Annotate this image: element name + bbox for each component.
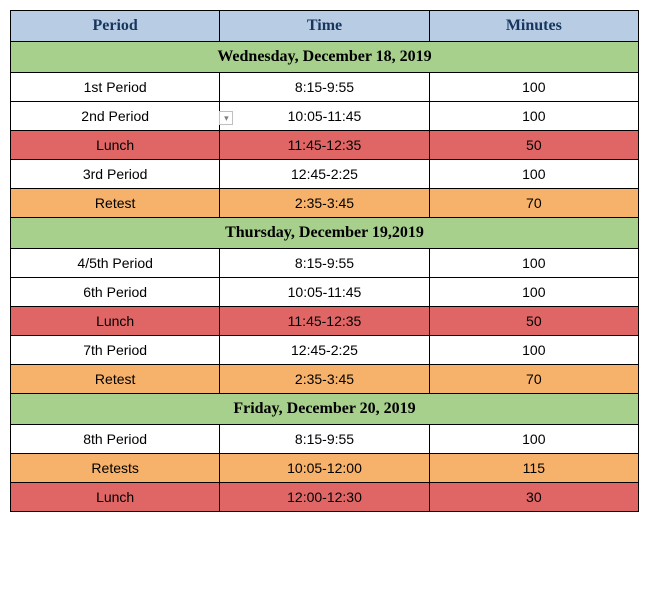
minutes-cell: 30: [429, 483, 638, 512]
minutes-cell: 70: [429, 365, 638, 394]
schedule-row: Retests10:05-12:00115: [11, 454, 639, 483]
schedule-row: Lunch12:00-12:3030: [11, 483, 639, 512]
period-cell: Lunch: [11, 483, 220, 512]
time-cell: 2:35-3:45: [220, 365, 429, 394]
period-cell: Lunch: [11, 307, 220, 336]
time-cell: 10:05-12:00: [220, 454, 429, 483]
period-cell: 2nd Period▾: [11, 102, 220, 131]
period-cell: Retests: [11, 454, 220, 483]
time-cell: 12:45-2:25: [220, 336, 429, 365]
schedule-row: Retest2:35-3:4570: [11, 365, 639, 394]
minutes-cell: 100: [429, 425, 638, 454]
period-cell: 1st Period: [11, 73, 220, 102]
day-title: Friday, December 20, 2019: [11, 394, 639, 425]
period-cell: 6th Period: [11, 278, 220, 307]
day-header-row: Thursday, December 19,2019: [11, 218, 639, 249]
minutes-cell: 50: [429, 307, 638, 336]
day-title: Thursday, December 19,2019: [11, 218, 639, 249]
day-header-row: Wednesday, December 18, 2019: [11, 42, 639, 73]
time-cell: 8:15-9:55: [220, 73, 429, 102]
time-cell: 12:45-2:25: [220, 160, 429, 189]
time-cell: 11:45-12:35: [220, 131, 429, 160]
minutes-cell: 100: [429, 102, 638, 131]
period-cell: 8th Period: [11, 425, 220, 454]
minutes-cell: 70: [429, 189, 638, 218]
schedule-row: 6th Period10:05-11:45100: [11, 278, 639, 307]
header-row: Period Time Minutes: [11, 11, 639, 42]
day-header-row: Friday, December 20, 2019: [11, 394, 639, 425]
schedule-table: Period Time Minutes Wednesday, December …: [10, 10, 639, 512]
schedule-row: Lunch11:45-12:3550: [11, 307, 639, 336]
minutes-cell: 50: [429, 131, 638, 160]
period-cell: 4/5th Period: [11, 249, 220, 278]
day-title: Wednesday, December 18, 2019: [11, 42, 639, 73]
minutes-cell: 100: [429, 249, 638, 278]
time-cell: 8:15-9:55: [220, 249, 429, 278]
time-cell: 10:05-11:45: [220, 278, 429, 307]
time-cell: 8:15-9:55: [220, 425, 429, 454]
period-cell: 7th Period: [11, 336, 220, 365]
time-cell: 2:35-3:45: [220, 189, 429, 218]
time-cell: 10:05-11:45: [220, 102, 429, 131]
minutes-cell: 115: [429, 454, 638, 483]
minutes-cell: 100: [429, 278, 638, 307]
period-cell: Lunch: [11, 131, 220, 160]
schedule-row: 2nd Period▾10:05-11:45100: [11, 102, 639, 131]
time-cell: 11:45-12:35: [220, 307, 429, 336]
schedule-row: 4/5th Period8:15-9:55100: [11, 249, 639, 278]
minutes-cell: 100: [429, 160, 638, 189]
schedule-row: 8th Period8:15-9:55100: [11, 425, 639, 454]
minutes-cell: 100: [429, 73, 638, 102]
period-cell: Retest: [11, 189, 220, 218]
schedule-row: Lunch11:45-12:3550: [11, 131, 639, 160]
schedule-row: 3rd Period12:45-2:25100: [11, 160, 639, 189]
minutes-cell: 100: [429, 336, 638, 365]
dropdown-marker-icon: ▾: [219, 111, 233, 125]
schedule-row: 1st Period8:15-9:55100: [11, 73, 639, 102]
schedule-row: 7th Period12:45-2:25100: [11, 336, 639, 365]
header-minutes: Minutes: [429, 11, 638, 42]
header-time: Time: [220, 11, 429, 42]
period-cell: 3rd Period: [11, 160, 220, 189]
schedule-row: Retest2:35-3:4570: [11, 189, 639, 218]
header-period: Period: [11, 11, 220, 42]
time-cell: 12:00-12:30: [220, 483, 429, 512]
period-cell: Retest: [11, 365, 220, 394]
